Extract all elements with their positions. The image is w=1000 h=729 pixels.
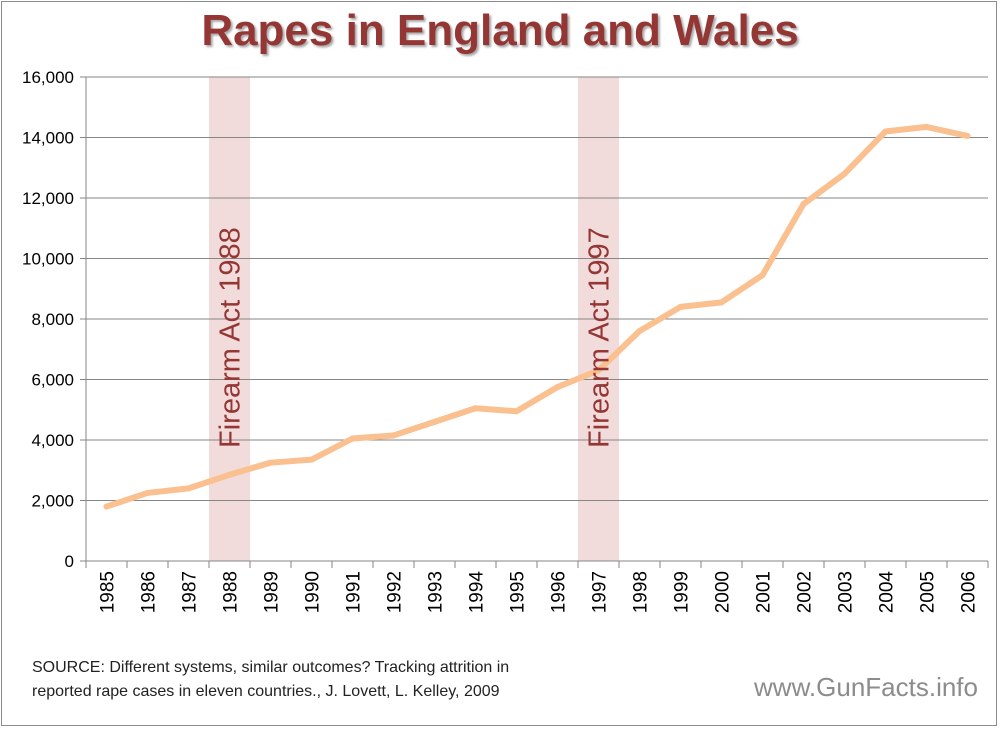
x-tick-label: 2002 [795,571,816,613]
data-point-1998 [636,328,643,335]
x-tick-label: 2004 [877,571,898,614]
data-point-1986 [144,489,151,496]
x-tick-label: 2006 [959,571,980,613]
x-tick-label: 1994 [467,571,488,614]
data-point-2002 [800,201,807,208]
data-point-1991 [349,435,356,442]
x-tick-label: 1991 [344,571,365,613]
annotation-label-1997: Firearm Act 1997 [584,227,616,448]
y-tick-label: 16,000 [22,68,74,87]
data-point-2006 [964,132,971,139]
x-tick-label: 2001 [754,571,775,613]
data-point-1989 [267,459,274,466]
x-tick-label: 1990 [303,571,324,613]
x-tick-label: 2005 [918,571,939,613]
data-point-2005 [923,123,930,130]
data-point-2003 [841,170,848,177]
x-tick-label: 1992 [385,571,406,613]
data-point-1990 [308,456,315,463]
y-tick-label: 0 [65,552,74,571]
x-tick-label: 2000 [713,571,734,613]
x-tick-label: 2003 [836,571,857,613]
data-point-1995 [513,408,520,415]
data-point-1999 [677,303,684,310]
x-tick-label: 1999 [672,571,693,613]
y-tick-label: 8,000 [31,310,74,329]
y-tick-label: 14,000 [22,129,74,148]
x-tick-label: 1988 [221,571,242,613]
chart-title: Rapes in England and Wales [201,6,799,55]
x-tick-label: 1989 [262,571,283,613]
source-line-1: SOURCE: Different systems, similar outco… [32,659,510,676]
y-tick-label: 10,000 [22,250,74,269]
y-tick-label: 2,000 [31,492,74,511]
source-line-2: reported rape cases in eleven countries.… [32,683,500,700]
y-tick-label: 4,000 [31,431,74,450]
data-point-1987 [185,485,192,492]
data-point-1993 [431,418,438,425]
data-point-2001 [759,272,766,279]
data-point-1997 [595,367,602,374]
x-tick-label: 1985 [98,571,119,613]
x-tick-label: 1997 [590,571,611,613]
x-tick-label: 1987 [180,571,201,613]
data-point-2000 [718,299,725,306]
series-line [103,123,971,510]
x-tick-label: 1996 [549,571,570,613]
x-tick-label: 1986 [139,571,160,613]
y-tick-label: 12,000 [22,189,74,208]
x-tick-label: 1995 [508,571,529,613]
data-point-1992 [390,432,397,439]
data-point-1985 [103,503,110,510]
data-point-1996 [554,384,561,391]
annotation-label-1988: Firearm Act 1988 [215,227,247,448]
y-tick-label: 6,000 [31,371,74,390]
brand-watermark: www.GunFacts.info [754,672,978,702]
data-point-1994 [472,405,479,412]
x-tick-label: 1993 [426,571,447,613]
source-citation: SOURCE: Different systems, similar outco… [32,656,632,704]
data-point-1988 [226,471,233,478]
data-point-2004 [882,128,889,135]
x-tick-label: 1998 [631,571,652,613]
